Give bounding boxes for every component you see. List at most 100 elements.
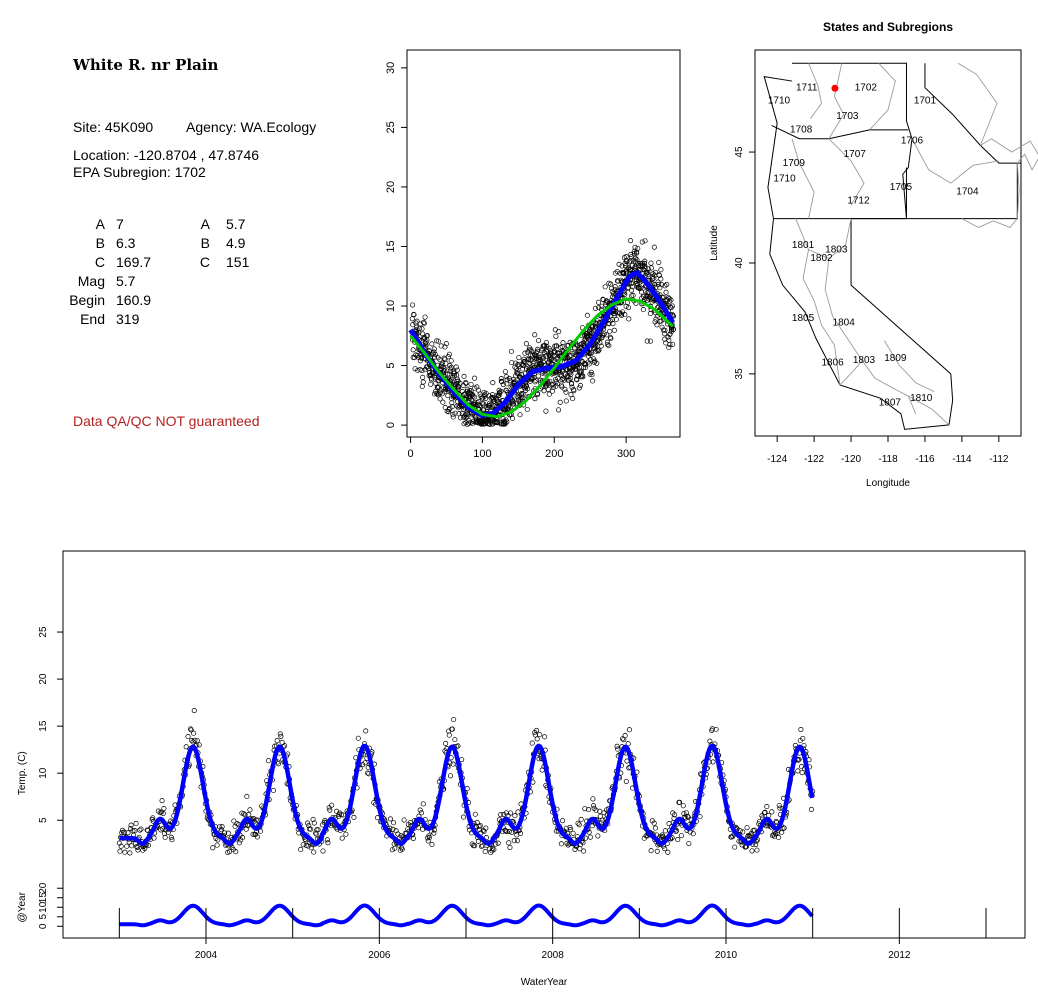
data-point bbox=[529, 740, 535, 746]
data-point bbox=[233, 849, 239, 855]
data-point bbox=[506, 402, 512, 409]
region-label: 1708 bbox=[790, 125, 813, 136]
data-point bbox=[732, 844, 738, 850]
data-point bbox=[463, 420, 469, 426]
data-point bbox=[586, 807, 592, 813]
data-point bbox=[672, 812, 678, 818]
data-point bbox=[574, 377, 580, 383]
data-point bbox=[619, 263, 625, 269]
data-point bbox=[517, 412, 523, 418]
data-point bbox=[340, 812, 346, 818]
data-point bbox=[447, 405, 453, 412]
data-point bbox=[568, 827, 574, 833]
data-point bbox=[523, 341, 529, 347]
data-point bbox=[548, 355, 555, 361]
data-point bbox=[417, 367, 423, 373]
data-point bbox=[647, 338, 653, 344]
data-point bbox=[655, 281, 662, 288]
data-point bbox=[521, 356, 527, 362]
data-point bbox=[436, 384, 442, 390]
data-point bbox=[476, 823, 482, 830]
data-point bbox=[446, 407, 452, 413]
region-label: 1803 bbox=[825, 244, 848, 255]
y-tick-label: 10 bbox=[385, 300, 397, 312]
data-point bbox=[657, 285, 663, 291]
data-point bbox=[623, 269, 629, 275]
data-point bbox=[579, 368, 585, 374]
data-point bbox=[508, 810, 514, 816]
param-label: B bbox=[95, 235, 105, 251]
data-point bbox=[461, 373, 467, 380]
x-tick-label: -112 bbox=[989, 454, 1009, 465]
data-point bbox=[151, 835, 157, 841]
data-point bbox=[415, 367, 421, 373]
param-label: C bbox=[94, 254, 105, 270]
data-point bbox=[665, 334, 671, 340]
data-point bbox=[652, 319, 658, 325]
data-point bbox=[528, 376, 534, 382]
data-point bbox=[640, 293, 647, 300]
data-point bbox=[447, 773, 454, 779]
data-point bbox=[431, 373, 437, 379]
data-point bbox=[614, 743, 620, 749]
data-point bbox=[537, 361, 543, 367]
data-point bbox=[554, 343, 560, 349]
data-point bbox=[513, 360, 519, 366]
data-point bbox=[776, 802, 782, 809]
data-point bbox=[447, 363, 453, 369]
x-tick-label: 200 bbox=[545, 448, 563, 460]
data-point bbox=[586, 829, 592, 835]
data-point bbox=[658, 276, 664, 282]
map-chart-group: States and Subregions -124 -122 -120 -118 -11… bbox=[709, 20, 1038, 489]
data-point bbox=[606, 280, 612, 286]
data-point bbox=[623, 258, 629, 264]
data-point bbox=[596, 335, 602, 341]
data-point bbox=[592, 305, 598, 311]
data-point bbox=[531, 351, 537, 358]
y-tick-label: 25 bbox=[38, 626, 49, 638]
data-point bbox=[472, 811, 478, 817]
data-point bbox=[244, 822, 251, 828]
region-label: 1807 bbox=[879, 397, 902, 408]
data-point bbox=[414, 352, 420, 358]
annual-plot-frame bbox=[406, 49, 681, 438]
data-point bbox=[419, 354, 425, 360]
data-point bbox=[666, 345, 672, 351]
data-point bbox=[244, 793, 250, 800]
data-point bbox=[597, 813, 603, 819]
subregion-boundary bbox=[883, 340, 935, 393]
region-label: 1704 bbox=[956, 187, 979, 198]
data-point bbox=[522, 381, 528, 387]
data-point bbox=[412, 366, 418, 372]
data-point bbox=[419, 383, 425, 390]
data-point bbox=[532, 332, 538, 338]
data-point bbox=[454, 367, 460, 373]
data-point bbox=[298, 846, 304, 853]
data-point bbox=[437, 396, 443, 402]
data-point bbox=[418, 810, 424, 816]
data-point bbox=[429, 841, 435, 848]
data-point bbox=[761, 810, 767, 816]
data-point bbox=[653, 316, 659, 322]
data-point bbox=[468, 419, 474, 426]
data-point bbox=[464, 386, 470, 392]
data-point bbox=[135, 847, 141, 853]
data-point bbox=[685, 814, 691, 820]
id-mt-border bbox=[924, 63, 1018, 164]
data-point bbox=[443, 360, 449, 366]
data-point bbox=[494, 420, 500, 426]
data-point bbox=[225, 830, 231, 836]
data-point bbox=[132, 828, 138, 834]
param-label: A bbox=[200, 216, 210, 232]
data-point bbox=[401, 817, 407, 823]
data-point bbox=[635, 245, 641, 252]
data-point bbox=[452, 737, 458, 743]
data-point bbox=[196, 742, 202, 748]
data-point bbox=[710, 759, 716, 765]
data-point bbox=[254, 834, 260, 840]
data-point bbox=[351, 814, 357, 820]
data-point bbox=[460, 814, 467, 820]
data-point bbox=[557, 372, 563, 378]
data-point bbox=[662, 846, 668, 852]
data-point bbox=[517, 830, 524, 836]
